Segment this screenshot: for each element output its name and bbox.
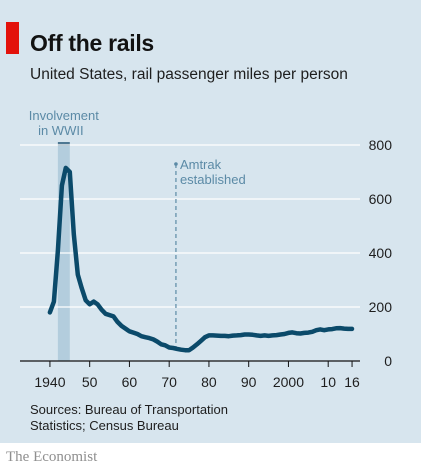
series-line-passenger-miles — [47, 165, 355, 353]
wwii-band-layer: Involvement in WWII — [29, 108, 99, 361]
x-tick-label: 90 — [241, 374, 257, 390]
chart-panel — [0, 0, 421, 443]
x-tick-label: 16 — [344, 374, 360, 390]
y-tick-label: 400 — [369, 245, 393, 261]
amtrak-label-line: Amtrak — [180, 157, 222, 172]
x-tick-label: 50 — [82, 374, 98, 390]
x-tick-label: 2000 — [273, 374, 304, 390]
y-tick-label: 600 — [369, 191, 393, 207]
amtrak-marker-dot — [174, 162, 178, 166]
x-tick-label: 60 — [122, 374, 138, 390]
x-tick-label: 70 — [161, 374, 177, 390]
x-axis: 1940 50 60 70 80 90 2000 10 16 — [34, 361, 360, 390]
wwii-band-label-line: Involvement — [29, 108, 99, 123]
publisher-logo: The Economist — [6, 449, 98, 465]
y-tick-label: 800 — [369, 137, 393, 153]
brand-red-tab — [6, 22, 19, 54]
gridlines — [20, 144, 360, 362]
amtrak-label-line: established — [180, 172, 246, 187]
series-layer — [47, 165, 355, 353]
y-axis: 0 200 400 600 800 — [369, 137, 393, 369]
amtrak-label: Amtrak established — [180, 157, 246, 187]
x-tick-label: 80 — [201, 374, 217, 390]
x-tick-label: 1940 — [34, 374, 65, 390]
chart-subtitle: United States, rail passenger miles per … — [30, 66, 348, 83]
annotations: Amtrak established — [174, 157, 246, 348]
source-note: Sources: Bureau of Transportation Statis… — [30, 402, 229, 433]
y-tick-label: 200 — [369, 299, 393, 315]
chart-title: Off the rails — [30, 30, 154, 56]
x-tick-label: 10 — [320, 374, 336, 390]
y-tick-label: 0 — [384, 353, 392, 369]
wwii-band-label-line: in WWII — [38, 123, 84, 138]
wwii-band-label: Involvement in WWII — [29, 108, 99, 138]
wwii-band-cap — [57, 142, 70, 146]
